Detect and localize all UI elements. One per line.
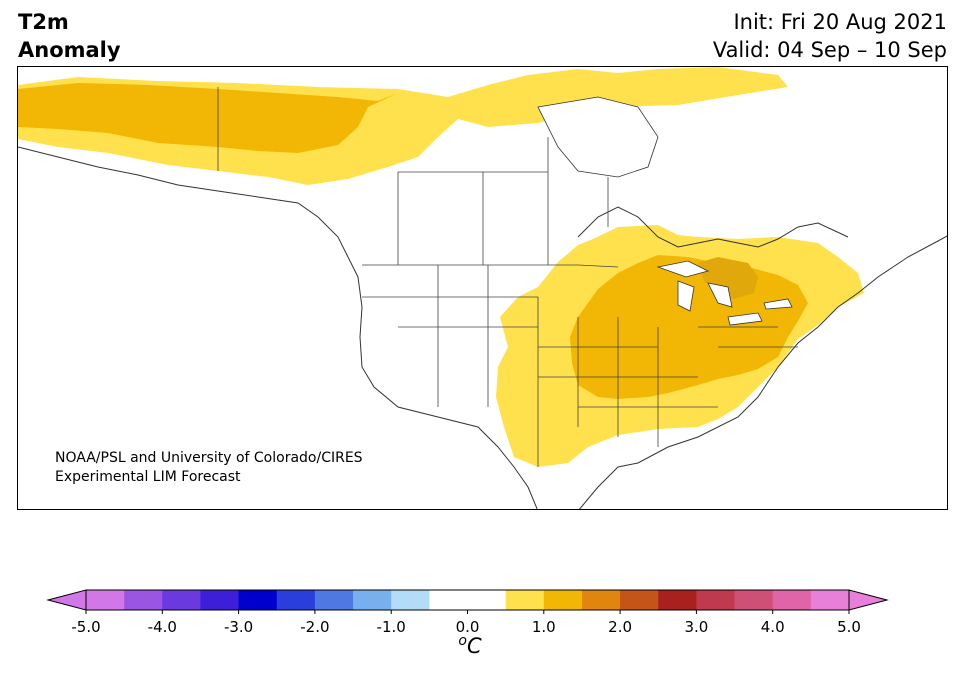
colorbar-tick-label: 5.0 xyxy=(837,618,861,636)
map-panel xyxy=(17,66,948,510)
colorbar-segment xyxy=(772,590,812,610)
colorbar-segment xyxy=(543,590,583,610)
colorbar-segment xyxy=(86,590,125,610)
colorbar-ticks: -5.0 -4.0 -3.0 -2.0 -1.0 0.0 1.0 2.0 3.0 4.0 5.0 xyxy=(71,610,861,636)
colorbar-segment xyxy=(505,590,545,610)
colorbar-segment xyxy=(238,590,278,610)
colorbar-tick-label: 0.0 xyxy=(456,618,480,636)
colorbar-unit: oC xyxy=(450,633,490,658)
colorbar: -5.0 -4.0 -3.0 -2.0 -1.0 0.0 1.0 2.0 3.0 4.0 5.0 xyxy=(46,589,889,636)
colorbar-segment xyxy=(353,590,392,610)
colorbar-segment xyxy=(658,590,697,610)
colorbar-segment xyxy=(696,590,736,610)
colorbar-tick-label: 2.0 xyxy=(608,618,632,636)
unit-degree: o xyxy=(458,633,467,649)
colorbar-segment xyxy=(124,590,163,610)
colorbar-tick-label: -3.0 xyxy=(224,618,253,636)
forecast-dates: Init: Fri 20 Aug 2021 Valid: 04 Sep – 10… xyxy=(713,8,947,64)
colorbar-segment xyxy=(734,590,774,610)
colorbar-segments xyxy=(85,589,850,611)
colorbar-segment xyxy=(581,590,621,610)
colorbar-segment xyxy=(200,590,240,610)
colorbar-segment xyxy=(314,590,354,610)
colorbar-right-arrow xyxy=(848,589,889,611)
credit-line-2: Experimental LIM Forecast xyxy=(55,469,241,485)
colorbar-tick-label: -1.0 xyxy=(377,618,406,636)
colorbar-segment xyxy=(620,590,659,610)
hudson-bay xyxy=(537,96,659,178)
political-borders xyxy=(217,87,798,467)
coastlines xyxy=(18,146,947,509)
map-title: T2m Anomaly xyxy=(18,8,121,64)
anomaly-region-north-mid xyxy=(18,83,398,153)
colorbar-segment xyxy=(391,590,430,610)
colorbar-tick-label: -4.0 xyxy=(148,618,177,636)
colorbar-tick-label: -5.0 xyxy=(71,618,100,636)
colorbar-tick-label: -2.0 xyxy=(300,618,329,636)
colorbar-segment xyxy=(162,590,201,610)
colorbar-segment xyxy=(429,590,468,610)
colorbar-tick-label: 3.0 xyxy=(684,618,708,636)
colorbar-segment xyxy=(810,590,850,610)
data-credit: NOAA/PSL and University of Colorado/CIRE… xyxy=(55,449,363,487)
great-lakes xyxy=(656,260,793,326)
unit-letter: C xyxy=(466,634,482,658)
colorbar-left-arrow xyxy=(46,589,87,611)
colorbar-tick-label: 4.0 xyxy=(761,618,785,636)
title-line-2: Anomaly xyxy=(18,38,121,62)
anomaly-map xyxy=(18,67,947,509)
colorbar-tick-label: 1.0 xyxy=(532,618,556,636)
credit-line-1: NOAA/PSL and University of Colorado/CIRE… xyxy=(55,450,363,466)
init-date: Init: Fri 20 Aug 2021 xyxy=(733,10,947,34)
valid-range: Valid: 04 Sep – 10 Sep xyxy=(712,38,947,62)
colorbar-segment xyxy=(276,590,316,610)
colorbar-segment xyxy=(467,590,507,610)
title-line-1: T2m xyxy=(18,10,69,34)
